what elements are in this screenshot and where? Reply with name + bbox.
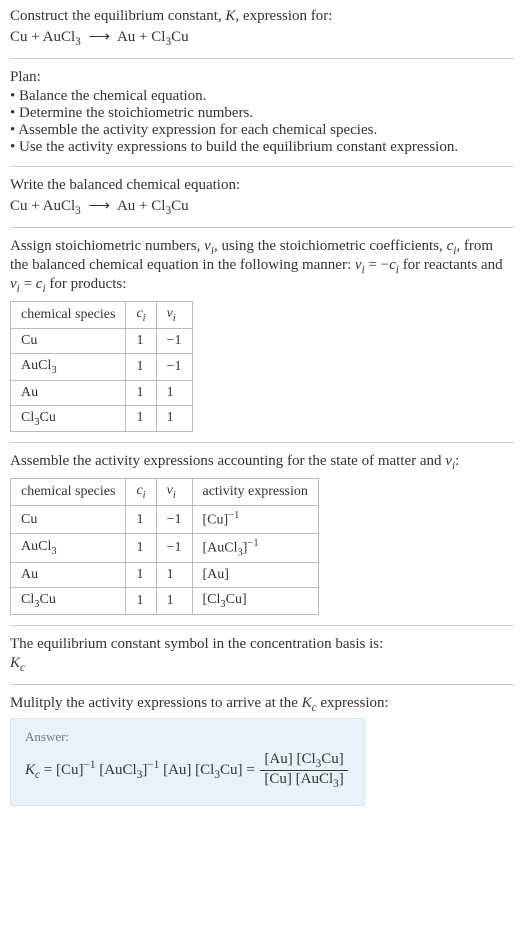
answer-label: Answer:: [25, 729, 350, 745]
table-row: AuCl3 1 −1 [AuCl3]−1: [11, 533, 319, 562]
fraction-num: [Au] [Cl3Cu]: [260, 751, 347, 771]
activity-section: Assemble the activity expressions accoun…: [10, 453, 514, 626]
kc-symbol: Kc: [10, 655, 514, 674]
table-row: AuCl3 1 −1: [11, 353, 193, 380]
cell: −1: [156, 506, 192, 534]
cell: 1: [156, 563, 192, 588]
activity-table: chemical species ci νi activity expressi…: [10, 478, 319, 615]
answer-fraction: [Au] [Cl3Cu][Cu] [AuCl3]: [260, 751, 347, 791]
col-header: chemical species: [11, 302, 126, 329]
cell: Cl3Cu: [11, 588, 126, 615]
stoich-section: Assign stoichiometric numbers, νi, using…: [10, 238, 514, 443]
table-row: Cl3Cu 1 1: [11, 405, 193, 432]
cell: [Cu]−1: [192, 506, 318, 534]
cell: 1: [126, 380, 156, 405]
plan-title: Plan:: [10, 69, 514, 86]
table-row: Au 1 1 [Au]: [11, 563, 319, 588]
intro-equation: Cu + AuCl3 ⟶ Au + Cl3Cu: [10, 27, 514, 48]
table-row: Au 1 1: [11, 380, 193, 405]
stoich-intro: Assign stoichiometric numbers, νi, using…: [10, 238, 514, 295]
plan-list: Balance the chemical equation. Determine…: [10, 88, 514, 156]
cell: 1: [156, 588, 192, 615]
cell: [Au]: [192, 563, 318, 588]
cell: Cu: [11, 506, 126, 534]
table-row: Cl3Cu 1 1 [Cl3Cu]: [11, 588, 319, 615]
balanced-equation: Cu + AuCl3 ⟶ Au + Cl3Cu: [10, 196, 514, 217]
cell: 1: [156, 405, 192, 432]
cell: −1: [156, 328, 192, 353]
plan-item: Use the activity expressions to build th…: [10, 139, 514, 156]
cell: 1: [126, 328, 156, 353]
cell: 1: [126, 563, 156, 588]
cell: 1: [126, 588, 156, 615]
kc-symbol-section: The equilibrium constant symbol in the c…: [10, 636, 514, 685]
col-header: νi: [156, 302, 192, 329]
stoich-table: chemical species ci νi Cu 1 −1 AuCl3 1 −…: [10, 301, 193, 432]
cell: Au: [11, 380, 126, 405]
cell: AuCl3: [11, 533, 126, 562]
col-header: ci: [126, 479, 156, 506]
cell: Au: [11, 563, 126, 588]
cell: 1: [156, 380, 192, 405]
intro-section: Construct the equilibrium constant, K, e…: [10, 8, 514, 59]
col-header: activity expression: [192, 479, 318, 506]
plan-section: Plan: Balance the chemical equation. Det…: [10, 69, 514, 167]
activity-intro: Assemble the activity expressions accoun…: [10, 453, 514, 472]
balanced-section: Write the balanced chemical equation: Cu…: [10, 177, 514, 228]
multiply-line: Mulitply the activity expressions to arr…: [10, 695, 514, 714]
intro-line: Construct the equilibrium constant, K, e…: [10, 8, 514, 25]
cell: 1: [126, 506, 156, 534]
table-row: Cu 1 −1 [Cu]−1: [11, 506, 319, 534]
col-header: chemical species: [11, 479, 126, 506]
cell: 1: [126, 405, 156, 432]
fraction-den: [Cu] [AuCl3]: [260, 771, 347, 790]
balanced-line: Write the balanced chemical equation:: [10, 177, 514, 194]
kc-line: The equilibrium constant symbol in the c…: [10, 636, 514, 653]
answer-lhs: Kc = [Cu]−1 [AuCl3]−1 [Au] [Cl3Cu] =: [25, 762, 258, 778]
cell: −1: [156, 353, 192, 380]
plan-item: Determine the stoichiometric numbers.: [10, 105, 514, 122]
cell: 1: [126, 353, 156, 380]
cell: 1: [126, 533, 156, 562]
cell: AuCl3: [11, 353, 126, 380]
plan-item: Assemble the activity expression for eac…: [10, 122, 514, 139]
cell: [AuCl3]−1: [192, 533, 318, 562]
answer-expression: Kc = [Cu]−1 [AuCl3]−1 [Au] [Cl3Cu] = [Au…: [25, 751, 350, 791]
cell: Cu: [11, 328, 126, 353]
col-header: νi: [156, 479, 192, 506]
cell: −1: [156, 533, 192, 562]
plan-item: Balance the chemical equation.: [10, 88, 514, 105]
cell: Cl3Cu: [11, 405, 126, 432]
col-header: ci: [126, 302, 156, 329]
cell: [Cl3Cu]: [192, 588, 318, 615]
table-row: Cu 1 −1: [11, 328, 193, 353]
answer-box: Answer: Kc = [Cu]−1 [AuCl3]−1 [Au] [Cl3C…: [10, 718, 365, 806]
